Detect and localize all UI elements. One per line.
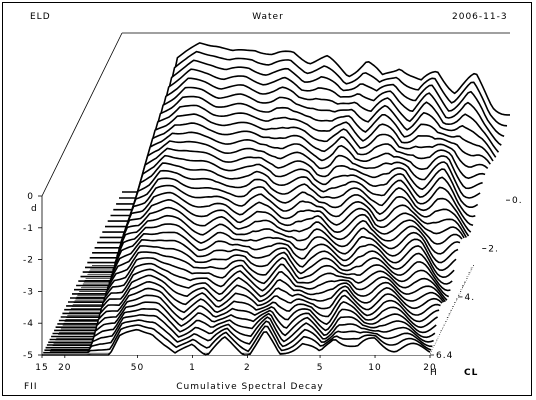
decay-slice	[43, 324, 432, 354]
decay-slice	[57, 262, 446, 325]
decay-slice	[68, 223, 457, 303]
x-tick-label: 15	[35, 363, 48, 373]
date-label: 2006-11-3	[452, 12, 508, 22]
decay-slice	[70, 214, 459, 299]
decay-slice	[97, 122, 486, 244]
chart-title: Water	[252, 12, 284, 22]
x-tick-label: 10	[368, 363, 381, 373]
z-axis-ticks: 0. 2. 4. 6.4	[430, 196, 523, 361]
z-tick-label: 0.	[512, 196, 523, 206]
decay-slice	[78, 184, 467, 282]
decay-slice	[45, 314, 434, 349]
x-axis-ticks: 15 20 50 1 2 5 10 20	[35, 355, 436, 373]
decay-slice	[64, 239, 453, 311]
decay-slice	[54, 274, 443, 332]
decay-slice-fill	[42, 329, 430, 355]
decay-slice	[62, 245, 451, 315]
x-tick-label: 20	[58, 363, 71, 373]
corner-label: FII	[24, 382, 38, 392]
decay-slice	[74, 199, 463, 291]
decay-slice	[89, 147, 479, 259]
x-tick-label: 2	[244, 363, 251, 373]
decay-slice	[116, 59, 505, 205]
y-tick-label: -2	[23, 256, 34, 266]
decay-slice	[99, 113, 489, 239]
decay-slice	[46, 308, 436, 346]
decay-slice	[92, 140, 481, 254]
decay-slice	[76, 191, 465, 287]
back-wall-left-edge	[41, 32, 123, 197]
x-tick-label: 5	[317, 363, 324, 373]
decay-slice	[94, 131, 483, 249]
decay-slice	[110, 77, 500, 217]
y-tick-label: -1	[23, 224, 34, 234]
decay-slice	[42, 328, 431, 356]
decay-slice	[113, 68, 502, 211]
decay-slice	[51, 287, 440, 338]
decay-slice	[66, 231, 455, 307]
decay-slice	[105, 95, 494, 228]
decay-slice	[87, 154, 476, 264]
z-tick-label: 4.	[465, 293, 476, 303]
z-axis-label: CL	[464, 368, 478, 378]
decay-slice	[72, 206, 461, 295]
decay-slice	[102, 104, 491, 233]
decay-slices	[42, 42, 510, 356]
y-axis-ticks: 0 -1 -2 -3 -4 -5	[23, 192, 42, 361]
decay-slice	[82, 169, 472, 273]
y-tick-label: -5	[23, 351, 34, 361]
caption: Cumulative Spectral Decay	[176, 382, 324, 392]
brand-label: ELD	[30, 12, 51, 22]
z-tick-label: 6.4	[436, 351, 453, 361]
decay-slice	[44, 319, 433, 351]
x-axis-label: H	[430, 368, 438, 378]
x-tick-label: 1	[189, 363, 196, 373]
z-tick-label: 2.	[488, 245, 499, 255]
decay-slice	[122, 42, 510, 193]
decay-slice	[80, 177, 470, 278]
y-tick-label: 0	[27, 192, 34, 202]
x-tick-label: 50	[131, 363, 144, 373]
decay-slice	[119, 50, 508, 199]
decay-slice	[58, 257, 448, 322]
decay-slice	[55, 268, 445, 328]
decay-slice	[52, 281, 441, 335]
y-tick-label: -4	[23, 319, 34, 329]
x-tick-label: 20	[423, 363, 436, 373]
decay-slice	[48, 301, 437, 344]
y-tick-label: -3	[23, 287, 34, 297]
decay-slice	[60, 251, 450, 318]
decay-slice	[107, 86, 497, 222]
decay-slice	[49, 294, 439, 341]
y-axis-label: d	[31, 204, 38, 214]
decay-slice	[85, 162, 474, 269]
